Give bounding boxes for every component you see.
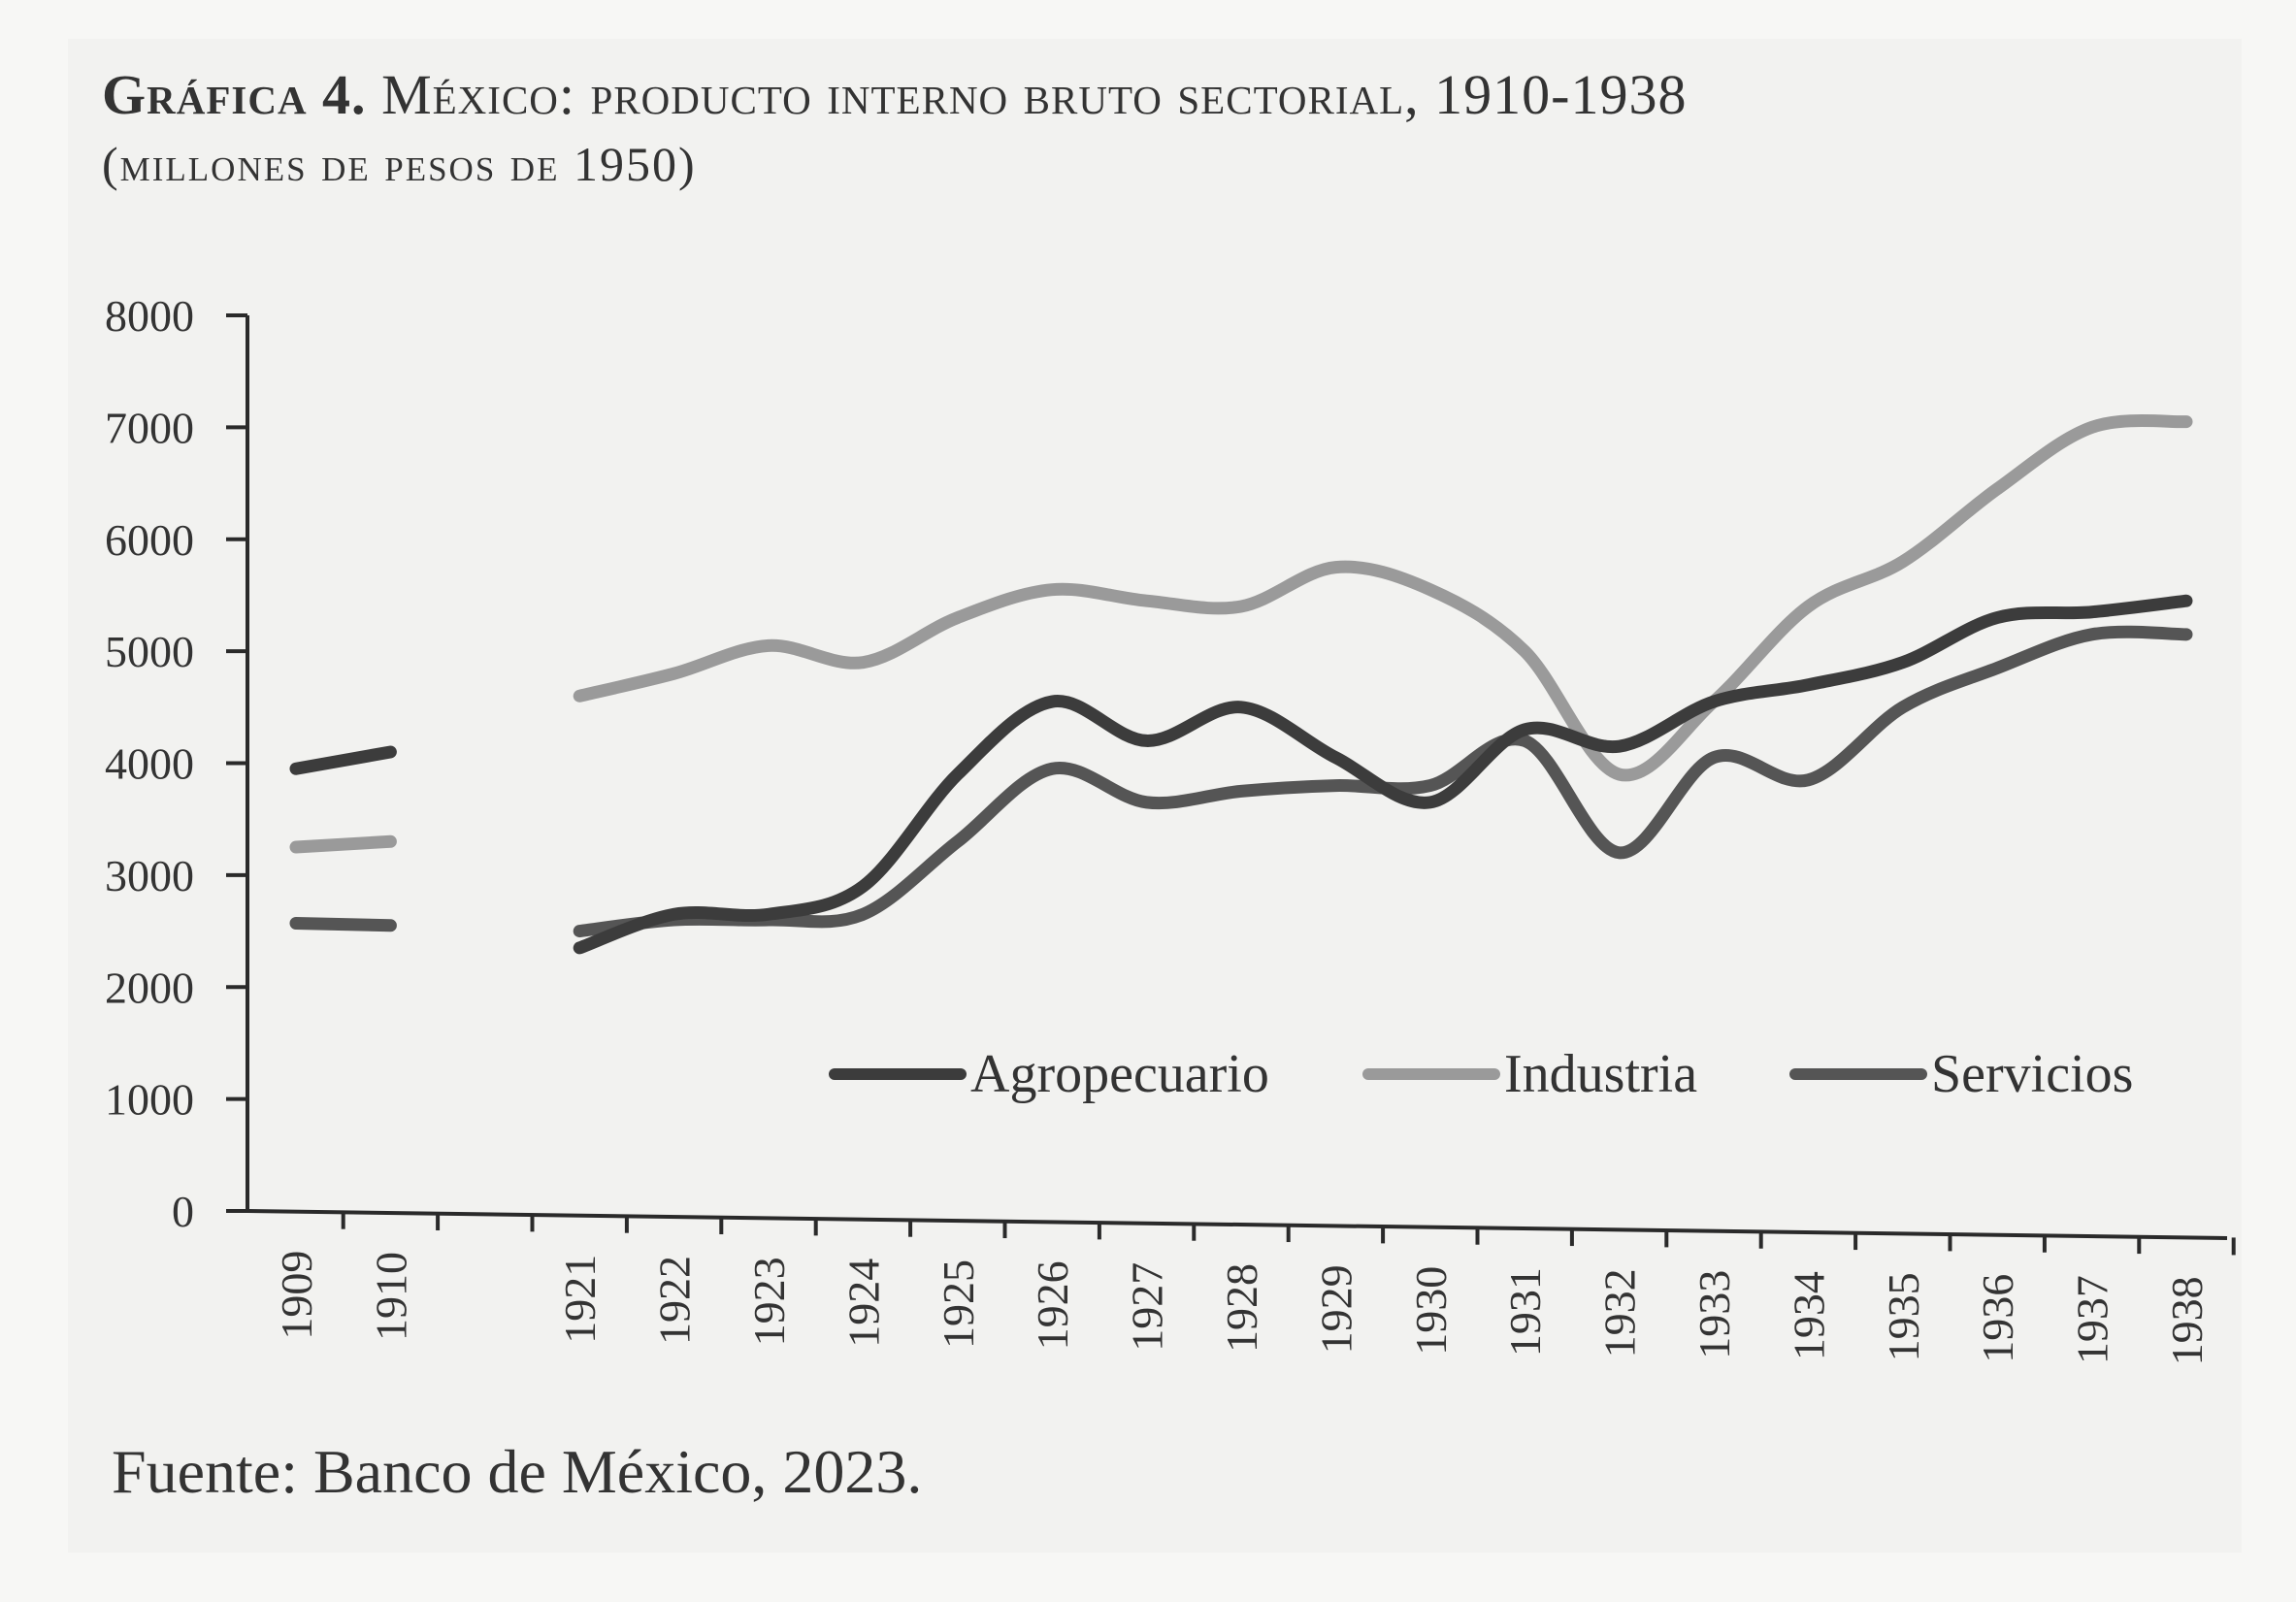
y-tick-label: 2000 bbox=[105, 963, 194, 1012]
chart-title: Gráfica 4. México: producto interno brut… bbox=[102, 60, 1687, 130]
x-tick-label: 1934 bbox=[1784, 1271, 1833, 1360]
series-line-agropecuario bbox=[289, 745, 397, 775]
x-tick-label: 1935 bbox=[1879, 1272, 1928, 1361]
x-tick-label: 1921 bbox=[555, 1255, 605, 1344]
chart-title-block: Gráfica 4. México: producto interno brut… bbox=[102, 60, 1687, 198]
x-tick-label: 1937 bbox=[2068, 1275, 2117, 1364]
y-tick-label: 4000 bbox=[105, 739, 194, 789]
x-tick-label: 1933 bbox=[1689, 1270, 1739, 1359]
y-tick-label: 5000 bbox=[105, 627, 194, 676]
x-tick-label: 1910 bbox=[366, 1252, 415, 1341]
series-line-servicios bbox=[573, 625, 2193, 938]
series-line-industria bbox=[289, 834, 397, 854]
series-line-industria bbox=[573, 414, 2193, 782]
figure-number: Gráfica 4. bbox=[102, 63, 367, 126]
y-tick-label: 0 bbox=[172, 1187, 194, 1236]
source-note: Fuente: Banco de México, 2023. bbox=[112, 1437, 923, 1506]
legend-label-servicios: Servicios bbox=[1931, 1044, 2133, 1104]
x-tick-label: 1924 bbox=[838, 1259, 888, 1348]
x-tick-label: 1936 bbox=[1973, 1274, 2022, 1363]
y-tick-label: 1000 bbox=[105, 1075, 194, 1125]
series-line-agropecuario bbox=[573, 594, 2193, 955]
x-axis-line bbox=[246, 1209, 2228, 1240]
x-tick-label: 1932 bbox=[1595, 1268, 1645, 1357]
y-tick-label: 7000 bbox=[105, 403, 194, 452]
x-tick-label: 1930 bbox=[1406, 1266, 1456, 1356]
legend-label-agropecuario: Agropecuario bbox=[970, 1044, 1269, 1104]
x-tick-label: 1931 bbox=[1500, 1267, 1550, 1357]
legend-label-industria: Industria bbox=[1504, 1044, 1697, 1104]
x-tick-label: 1928 bbox=[1217, 1263, 1266, 1353]
x-tick-label: 1923 bbox=[744, 1257, 794, 1346]
y-tick-label: 6000 bbox=[105, 515, 194, 565]
y-tick-label: 3000 bbox=[105, 851, 194, 900]
x-tick-label: 1922 bbox=[650, 1256, 700, 1345]
x-tick-label: 1938 bbox=[2162, 1276, 2212, 1365]
x-tick-label: 1925 bbox=[934, 1259, 983, 1349]
x-tick-label: 1926 bbox=[1028, 1260, 1077, 1350]
x-tick-label: 1927 bbox=[1123, 1262, 1172, 1352]
series-line-servicios bbox=[289, 916, 397, 932]
figure-panel bbox=[68, 39, 2242, 1553]
x-tick-label: 1909 bbox=[272, 1251, 321, 1340]
y-tick-label: 8000 bbox=[105, 291, 194, 341]
chart-title-text: México: producto interno bruto sectorial… bbox=[381, 63, 1688, 126]
chart-subtitle: (millones de pesos de 1950) bbox=[102, 137, 697, 191]
x-tick-label: 1929 bbox=[1311, 1264, 1361, 1354]
